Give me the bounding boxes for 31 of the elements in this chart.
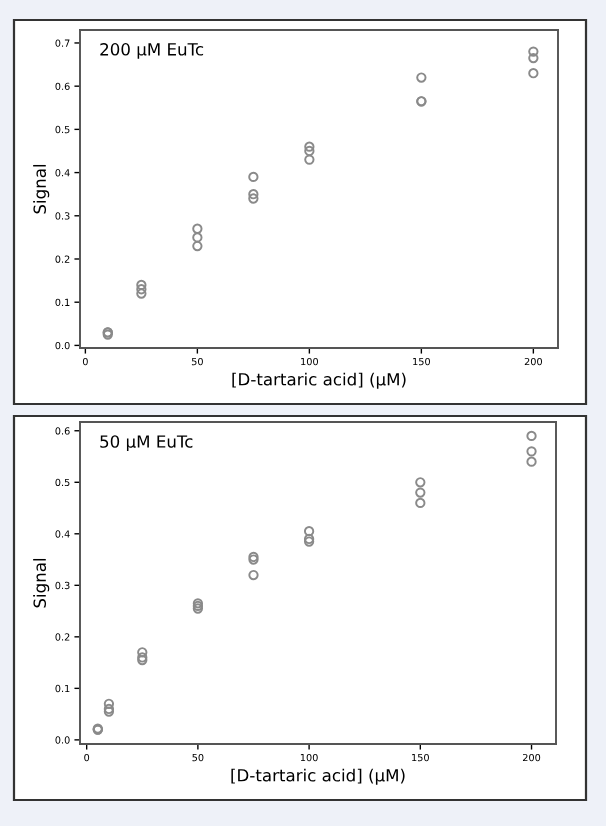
point (192, 223, 203, 234)
point (136, 279, 147, 291)
point (192, 232, 203, 243)
point (415, 477, 426, 488)
y-axis-title: Signal (33, 558, 50, 608)
point (526, 446, 537, 457)
point (248, 193, 259, 204)
point (526, 430, 537, 442)
point (528, 68, 539, 79)
point (137, 647, 148, 658)
point (304, 145, 315, 157)
point (528, 46, 539, 57)
point (304, 141, 315, 152)
point (415, 487, 426, 498)
point (248, 569, 259, 581)
text: 50 μM EuTc (100, 435, 193, 452)
x-axis-title: [D-tartaric acid] (μM) (231, 768, 405, 785)
point (415, 497, 426, 509)
point (304, 154, 315, 165)
point (136, 288, 147, 299)
point (248, 171, 259, 183)
text: 200 μM EuTc (100, 43, 204, 59)
x-axis-title: [D-tartaric acid] (μM) (232, 372, 406, 389)
point (248, 189, 259, 200)
point (416, 72, 427, 83)
point (303, 526, 315, 537)
point (528, 52, 539, 64)
point (136, 284, 147, 295)
y-axis-title: Signal (33, 164, 50, 214)
point (526, 456, 537, 467)
point (103, 698, 115, 709)
